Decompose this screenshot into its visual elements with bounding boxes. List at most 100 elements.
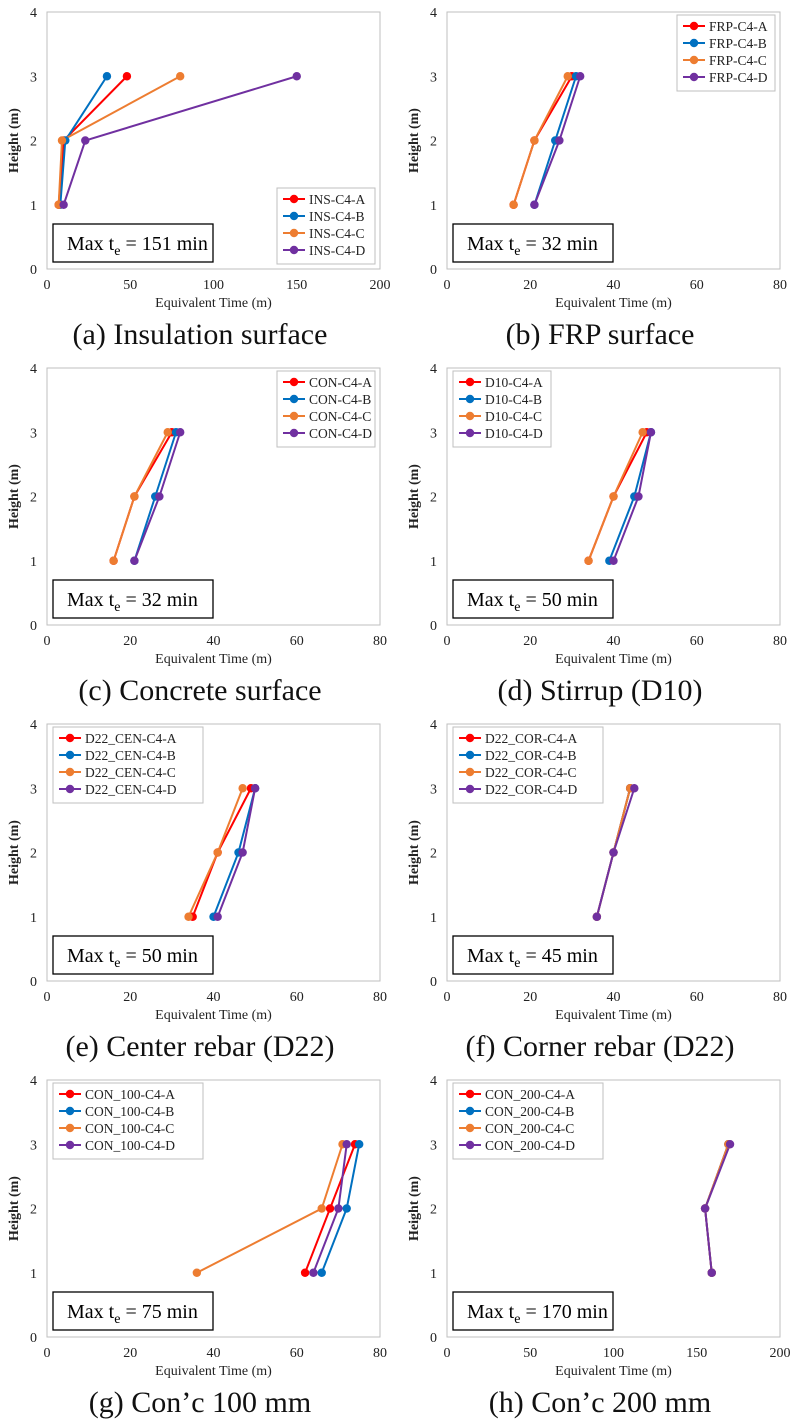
y-tick-label: 2 xyxy=(430,135,437,150)
data-point-D22_CEN-C4-D xyxy=(213,912,222,921)
legend-entry: D10-C4-C xyxy=(485,409,542,424)
legend-marker xyxy=(465,1123,475,1133)
legend-entry: CON-C4-B xyxy=(309,392,371,407)
legend-entry: CON-C4-A xyxy=(309,375,372,390)
x-axis-label: Equivalent Time (m) xyxy=(555,296,672,311)
legend-entry: D10-C4-A xyxy=(485,375,543,390)
max-te-box xyxy=(452,935,614,975)
legend-marker xyxy=(65,733,75,743)
x-tick-label: 60 xyxy=(290,990,304,1005)
x-tick-label: 80 xyxy=(773,278,787,293)
legend-marker xyxy=(689,21,699,31)
x-tick-label: 80 xyxy=(773,634,787,649)
x-tick-label: 20 xyxy=(523,990,537,1005)
y-tick-label: 3 xyxy=(30,1138,37,1153)
y-tick-label: 4 xyxy=(430,1074,437,1089)
legend-entry: D22_COR-C4-C xyxy=(485,765,577,780)
x-tick-label: 0 xyxy=(444,990,451,1005)
x-tick-label: 100 xyxy=(203,278,224,293)
y-tick-label: 3 xyxy=(30,426,37,441)
x-tick-label: 50 xyxy=(123,278,137,293)
caption-h: (h) Con’c 200 mm xyxy=(488,1386,712,1419)
data-point-CON-C4-D xyxy=(155,492,164,501)
data-point-D10-C4-D xyxy=(646,428,656,437)
data-point-D22_CEN-C4-C xyxy=(213,848,222,857)
legend-box xyxy=(52,726,204,804)
legend-marker xyxy=(465,1140,475,1150)
legend-entry: FRP-C4-B xyxy=(709,36,767,51)
y-tick-label: 0 xyxy=(430,1331,437,1346)
x-tick-label: 40 xyxy=(207,1346,221,1361)
y-tick-label: 1 xyxy=(430,555,437,570)
x-tick-label: 150 xyxy=(686,1346,707,1361)
max-te-box xyxy=(52,1291,214,1331)
data-point-CON_100-C4-C xyxy=(317,1204,326,1213)
caption-b: (b) FRP surface xyxy=(505,318,695,351)
legend-marker xyxy=(465,428,475,438)
y-tick-label: 0 xyxy=(430,263,437,278)
x-tick-label: 20 xyxy=(523,634,537,649)
y-tick-label: 1 xyxy=(30,199,37,214)
y-tick-label: 3 xyxy=(430,70,437,85)
caption-d: (d) Stirrup (D10) xyxy=(497,674,703,707)
data-point-INS-C4-D xyxy=(59,200,68,209)
data-point-INS-C4-C xyxy=(57,136,67,145)
y-tick-label: 0 xyxy=(30,975,37,990)
x-axis-label: Equivalent Time (m) xyxy=(555,1364,672,1379)
data-point-FRP-C4-C xyxy=(563,72,572,81)
data-point-CON_100-C4-B xyxy=(342,1204,351,1213)
data-point-INS-C4-D xyxy=(292,72,301,81)
max-te-label: Max te = 50 min xyxy=(467,589,598,615)
data-point-CON_100-C4-B xyxy=(354,1140,364,1149)
legend-entry: INS-C4-B xyxy=(309,209,365,224)
max-te-box xyxy=(452,1291,614,1331)
y-tick-label: 0 xyxy=(30,1331,37,1346)
chart-a: 0 1 2 3 4 0 50 100 150 200 Equivalent Time (m) Heig… xyxy=(7,6,391,311)
panel-b: 0 1 2 3 4 0 20 40 60 80 Equivalent Time (m) Height … xyxy=(400,0,800,356)
x-axis-label: Equivalent Time (m) xyxy=(155,652,272,667)
legend-marker xyxy=(65,1140,75,1150)
x-tick-label: 80 xyxy=(373,990,387,1005)
y-tick-label: 1 xyxy=(30,1267,37,1282)
y-tick-label: 2 xyxy=(430,1203,437,1218)
data-point-D10-C4-C xyxy=(584,556,593,565)
max-te-box xyxy=(52,579,214,619)
panel-h: 0 1 2 3 4 0 50 100 150 200 Equivalent Time (m) Heig… xyxy=(400,1068,800,1424)
panel-a: 0 1 2 3 4 0 50 100 150 200 Equivalent Time (m) Heig… xyxy=(0,0,400,356)
x-tick-label: 60 xyxy=(690,278,704,293)
y-tick-label: 4 xyxy=(430,362,437,377)
data-point-CON_100-C4-A xyxy=(325,1204,335,1213)
x-axis-label: Equivalent Time (m) xyxy=(155,296,272,311)
x-tick-label: 80 xyxy=(373,1346,387,1361)
y-tick-label: 0 xyxy=(30,263,37,278)
y-tick-label: 0 xyxy=(30,619,37,634)
panel-d: 0 1 2 3 4 0 20 40 60 80 Equivalent Time (m) Height … xyxy=(400,356,800,712)
chart-h: 0 1 2 3 4 0 50 100 150 200 Equivalent Time (m) Heig… xyxy=(407,1074,791,1379)
x-tick-label: 60 xyxy=(290,1346,304,1361)
data-point-CON_100-C4-D xyxy=(342,1140,351,1149)
x-tick-label: 0 xyxy=(44,634,51,649)
y-tick-label: 1 xyxy=(430,199,437,214)
y-tick-label: 2 xyxy=(30,1203,37,1218)
legend-entry: CON_200-C4-C xyxy=(485,1121,574,1136)
legend-marker xyxy=(465,1089,475,1099)
y-tick-label: 4 xyxy=(30,1074,37,1089)
data-point-CON-C4-C xyxy=(163,428,172,437)
x-tick-label: 40 xyxy=(207,990,221,1005)
panel-g: 0 1 2 3 4 0 20 40 60 80 Equivalent Time (m) Height … xyxy=(0,1068,400,1424)
x-tick-label: 0 xyxy=(44,278,51,293)
legend-entry: INS-C4-A xyxy=(309,192,365,207)
legend-marker xyxy=(289,377,299,387)
panel-c: 0 1 2 3 4 0 20 40 60 80 Equivalent Time (m) Height … xyxy=(0,356,400,712)
y-tick-label: 2 xyxy=(30,135,37,150)
y-tick-label: 4 xyxy=(30,6,37,21)
data-point-D22_CEN-C4-C xyxy=(184,912,193,921)
y-tick-label: 4 xyxy=(430,6,437,21)
legend-marker xyxy=(289,245,299,255)
y-axis-label: Height (m) xyxy=(407,464,422,529)
legend-marker xyxy=(289,428,299,438)
legend-marker xyxy=(65,750,75,760)
data-point-CON-C4-C xyxy=(109,556,118,565)
